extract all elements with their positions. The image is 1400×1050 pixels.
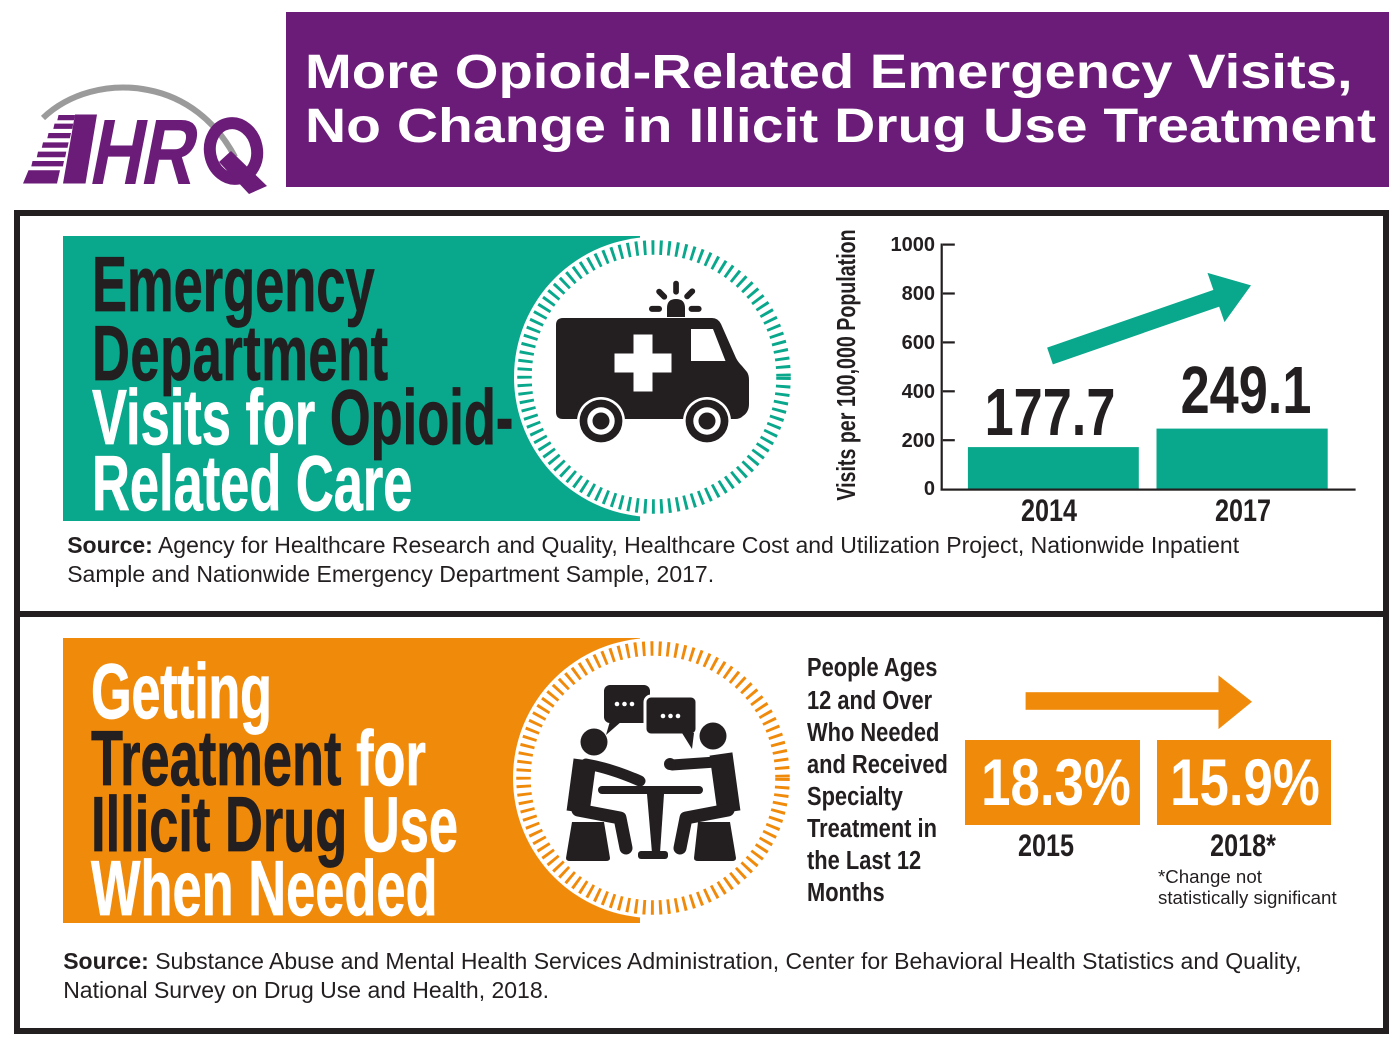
svg-text:HR: HR: [83, 100, 207, 204]
